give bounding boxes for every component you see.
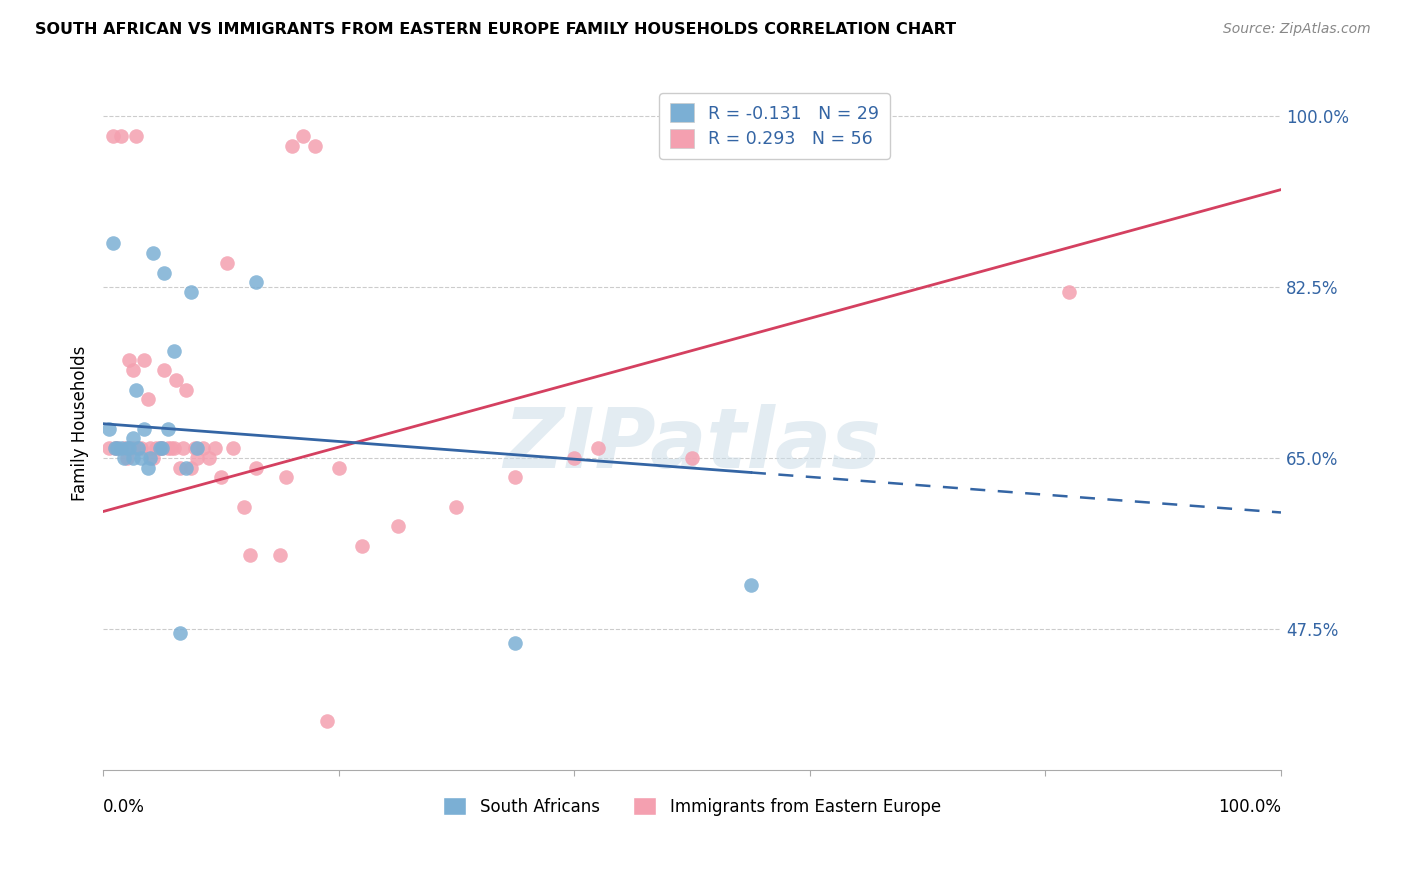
Point (245, 460, 267, 475)
Point (180, 460, 202, 475)
Point (142, 450, 165, 465)
Point (186, 450, 208, 465)
Point (136, 460, 159, 475)
Point (180, 285, 202, 299)
Point (505, 636, 527, 650)
Point (110, 441, 132, 455)
Point (118, 353, 141, 368)
Point (316, 714, 339, 729)
Point (1057, 285, 1080, 299)
Point (98, 421, 121, 435)
Point (740, 577, 762, 591)
Point (142, 246, 165, 260)
Point (134, 353, 156, 368)
Point (562, 450, 585, 465)
Point (110, 128, 132, 143)
Point (163, 441, 186, 455)
Point (156, 421, 179, 435)
Point (446, 500, 468, 514)
Point (104, 441, 127, 455)
Y-axis label: Family Households: Family Households (72, 346, 89, 501)
Point (184, 441, 207, 455)
Point (198, 450, 221, 465)
Point (150, 441, 173, 455)
Point (174, 460, 197, 475)
Point (105, 441, 128, 455)
Point (149, 441, 172, 455)
Point (233, 500, 256, 514)
Point (172, 441, 194, 455)
Point (215, 256, 238, 270)
Point (153, 363, 176, 377)
Text: ZIPatlas: ZIPatlas (503, 404, 882, 485)
Point (150, 441, 173, 455)
Point (245, 275, 267, 289)
Point (174, 383, 197, 397)
Point (139, 441, 162, 455)
Point (121, 431, 143, 445)
Point (129, 441, 152, 455)
Point (121, 363, 143, 377)
Point (112, 450, 135, 465)
Point (269, 549, 291, 563)
Point (145, 441, 167, 455)
Point (118, 441, 141, 455)
Point (193, 441, 215, 455)
Point (121, 441, 143, 455)
Point (274, 470, 297, 484)
Point (163, 343, 186, 358)
Point (221, 441, 243, 455)
Point (101, 236, 124, 251)
Point (112, 441, 135, 455)
Text: Source: ZipAtlas.com: Source: ZipAtlas.com (1223, 22, 1371, 37)
Point (127, 441, 149, 455)
Point (160, 441, 183, 455)
Point (125, 383, 148, 397)
Point (204, 441, 226, 455)
Point (121, 450, 143, 465)
Text: SOUTH AFRICAN VS IMMIGRANTS FROM EASTERN EUROPE FAMILY HOUSEHOLDS CORRELATION CH: SOUTH AFRICAN VS IMMIGRANTS FROM EASTERN… (35, 22, 956, 37)
Point (169, 460, 191, 475)
Text: 100.0%: 100.0% (1218, 797, 1281, 815)
Point (134, 421, 156, 435)
Point (169, 626, 191, 640)
Point (505, 470, 527, 484)
Point (156, 441, 179, 455)
Point (352, 539, 374, 553)
Point (127, 441, 149, 455)
Legend: South Africans, Immigrants from Eastern Europe: South Africans, Immigrants from Eastern … (434, 789, 949, 824)
Point (149, 441, 172, 455)
Point (101, 128, 124, 143)
Point (387, 519, 409, 533)
Point (280, 138, 302, 153)
Point (115, 441, 138, 455)
Point (186, 441, 208, 455)
Point (239, 549, 262, 563)
Point (586, 441, 609, 455)
Point (328, 460, 350, 475)
Point (125, 128, 148, 143)
Point (681, 450, 703, 465)
Point (104, 441, 127, 455)
Point (98, 441, 121, 455)
Point (115, 450, 138, 465)
Point (129, 450, 152, 465)
Point (292, 128, 315, 143)
Text: 0.0%: 0.0% (103, 797, 145, 815)
Point (139, 450, 162, 465)
Point (105, 441, 128, 455)
Point (209, 470, 232, 484)
Point (118, 441, 141, 455)
Point (153, 266, 176, 280)
Point (136, 392, 159, 407)
Point (165, 373, 187, 387)
Point (304, 138, 326, 153)
